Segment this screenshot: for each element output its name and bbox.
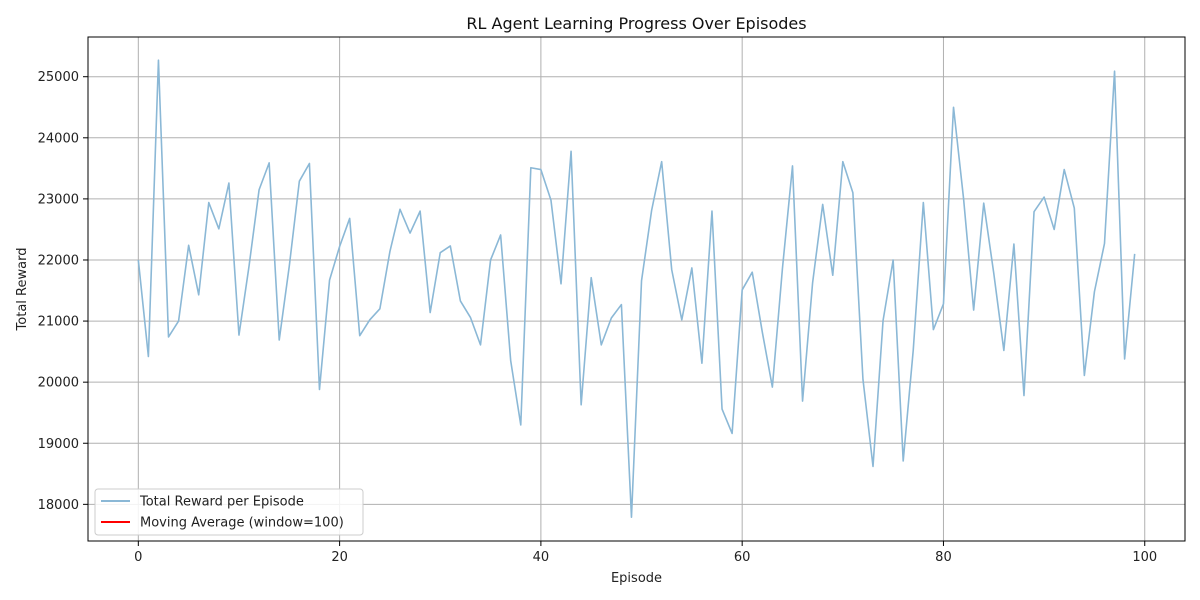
x-tick-label: 40 (533, 550, 550, 565)
x-tick-label: 20 (331, 550, 348, 565)
y-tick-label: 22000 (38, 253, 79, 268)
y-tick-label: 21000 (38, 315, 79, 330)
series-layer (137, 59, 1136, 518)
x-tick-label: 100 (1132, 550, 1157, 565)
y-axis-label: Total Reward (15, 248, 30, 332)
x-axis-label: Episode (611, 571, 662, 586)
x-tick-label: 0 (134, 550, 142, 565)
legend: Total Reward per Episode Moving Average … (94, 488, 364, 536)
y-tick-label: 20000 (38, 376, 79, 391)
axis-ticks: 0 20 40 60 80 100 18000 19000 20000 21000 22000 230… (38, 70, 1158, 565)
plot-frame (87, 36, 1186, 542)
grid-lines (88, 37, 1185, 541)
legend-entry-total-reward: Total Reward per Episode (139, 495, 304, 510)
y-tick-label: 24000 (38, 131, 79, 146)
y-tick-label: 25000 (38, 70, 79, 85)
y-tick-label: 23000 (38, 192, 79, 207)
legend-box (94, 488, 364, 536)
chart-title: RL Agent Learning Progress Over Episodes (466, 14, 806, 33)
series-line-total-reward (137, 59, 1136, 518)
x-tick-label: 80 (935, 550, 952, 565)
y-tick-label: 19000 (38, 437, 79, 452)
x-tick-label: 60 (734, 550, 751, 565)
y-tick-label: 18000 (38, 498, 79, 513)
legend-entry-moving-average: Moving Average (window=100) (140, 516, 344, 531)
